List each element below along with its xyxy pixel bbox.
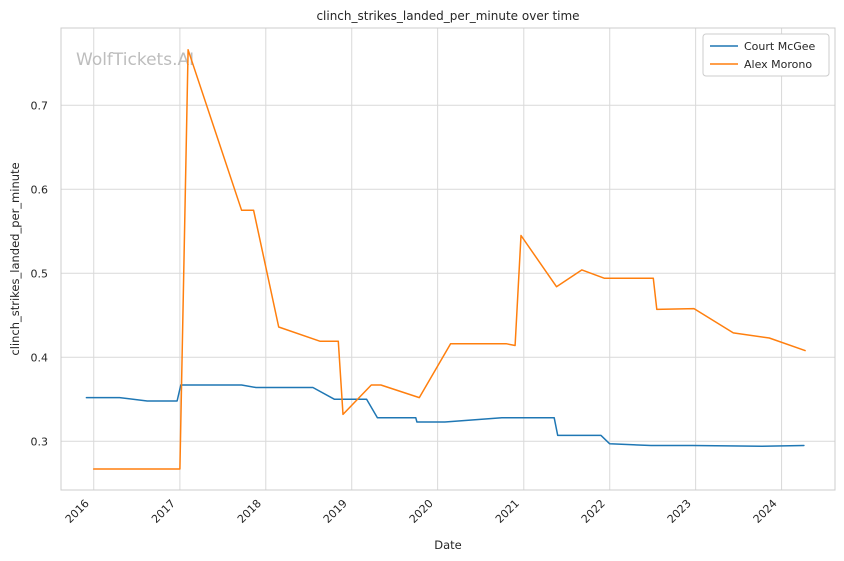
y-tick-label: 0.5	[31, 267, 49, 280]
x-axis-title: Date	[434, 538, 462, 552]
y-tick-label: 0.6	[31, 183, 49, 196]
y-axis-title: clinch_strikes_landed_per_minute	[8, 162, 22, 355]
y-tick-label: 0.4	[31, 351, 49, 364]
series-line-court-mcgee	[85, 384, 805, 448]
series-layer	[85, 49, 806, 470]
y-axis-ticks: 0.3 0.4 0.5 0.6 0.7	[31, 99, 49, 448]
legend-label-alex-morono: Alex Morono	[744, 58, 812, 71]
series-line-alex-morono	[92, 49, 806, 470]
y-tick-label: 0.7	[31, 99, 49, 112]
legend: Court McGee Alex Morono	[702, 33, 830, 77]
y-tick-label: 0.3	[31, 435, 49, 448]
chart-title: clinch_strikes_landed_per_minute over ti…	[316, 9, 579, 23]
watermark: WolfTickets.AI	[76, 50, 194, 70]
legend-label-court-mcgee: Court McGee	[744, 40, 816, 53]
plot-frame	[60, 27, 836, 491]
legend-box	[702, 33, 830, 77]
gridlines	[61, 28, 835, 490]
